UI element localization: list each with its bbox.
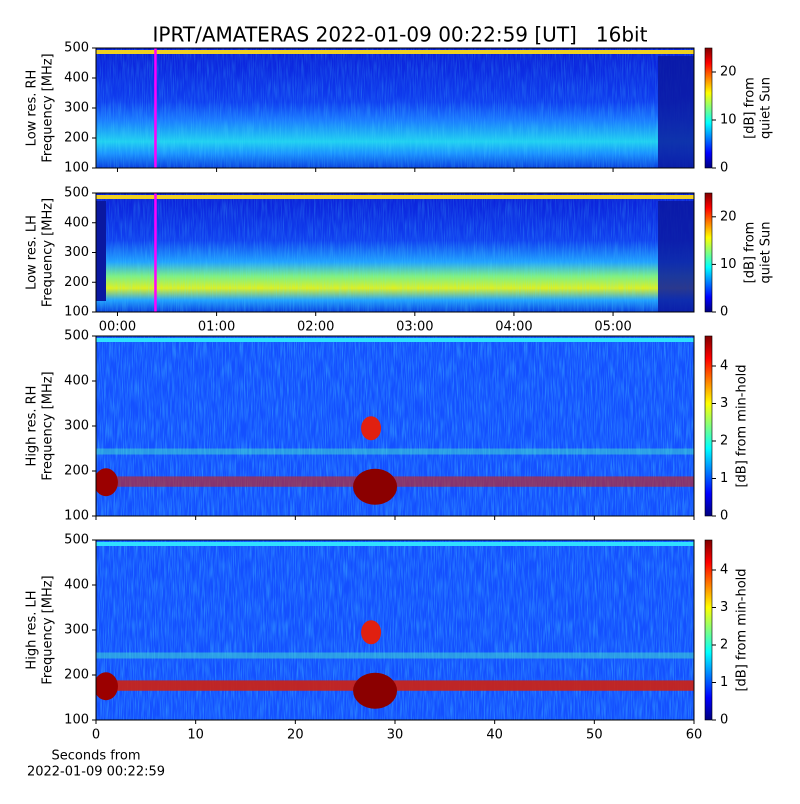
y-tick-label: 500 [64,329,89,344]
figure-title: IPRT/AMATERAS 2022-01-09 00:22:59 [UT] 1… [153,23,648,47]
colorbar-tick-label: 10 [720,257,737,272]
y-axis-label: Frequency [MHz] [41,198,56,307]
colorbar-tick-label: 10 [720,113,737,128]
x-tick-label: 01:00 [198,320,235,335]
spectrogram-burst [353,672,398,709]
colorbar-label: [dB] from [743,77,758,139]
spectrogram-top-band [96,338,694,342]
x-tick-label: 10 [187,728,204,743]
colorbar-label: quiet Sun [759,221,774,283]
y-tick-label: 400 [64,578,89,593]
spectrogram-top-band [96,542,694,546]
y-tick-label: 500 [64,41,89,56]
colorbar-label: [dB] from min-hold [735,364,750,487]
y-tick-label: 100 [64,509,89,524]
colorbar-label: [dB] from [743,222,758,284]
y-tick-label: 200 [64,464,89,479]
panel: 100 200 300 400 500 High res. RH Frequency [MH… [25,329,750,524]
spectrogram [96,540,694,720]
y-axis-label: High res. RH [25,386,40,467]
y-axis-label: Low res. RH [25,70,40,147]
y-tick-label: 500 [64,186,89,201]
x-tick-label: 04:00 [495,320,532,335]
y-axis-label: High res. LH [25,590,40,669]
x-tick-label: 05:00 [594,320,631,335]
colorbar-tick-label: 20 [720,65,737,80]
y-tick-label: 300 [64,101,89,116]
y-tick-label: 400 [64,374,89,389]
spectrogram [96,193,694,312]
x-axis-label: Seconds from [51,749,140,764]
x-tick-label: 00:00 [99,320,136,335]
y-axis-label: Low res. LH [25,215,40,290]
colorbar-tick-label: 3 [720,600,728,615]
colorbar-tick-label: 4 [720,359,728,374]
spectrogram-top-band [96,195,694,199]
y-tick-label: 100 [64,161,89,176]
x-tick-label: 60 [686,728,703,743]
x-tick-label: 0 [92,728,100,743]
colorbar-tick-label: 2 [720,638,728,653]
spectrogram [96,336,694,516]
colorbar-tick-label: 1 [720,675,728,690]
colorbar-tick-label: 0 [720,305,728,320]
y-axis-label: Frequency [MHz] [41,53,56,162]
colorbar [704,539,713,721]
spectrogram-burst [96,468,118,497]
y-tick-label: 100 [64,305,89,320]
y-tick-label: 200 [64,131,89,146]
y-tick-label: 100 [64,713,89,728]
colorbar [704,192,713,313]
y-tick-label: 300 [64,245,89,260]
colorbar-label: [dB] from min-hold [735,568,750,691]
y-tick-label: 300 [64,419,89,434]
spectrogram-noise [96,193,694,312]
colorbar-tick-label: 2 [720,434,728,449]
y-tick-label: 300 [64,623,89,638]
colorbar-tick-label: 0 [720,161,728,176]
x-tick-label: 40 [486,728,503,743]
spectrogram-top-band [96,50,694,54]
y-axis-label: Frequency [MHz] [41,371,56,480]
colorbar-label: quiet Sun [759,77,774,139]
spectrogram-burst [96,672,118,701]
x-tick-label: 20 [287,728,304,743]
x-axis-label: 2022-01-09 00:22:59 [27,765,165,780]
y-tick-label: 200 [64,668,89,683]
spectrogram-band [96,448,694,455]
colorbar [704,335,713,517]
x-tick-label: 02:00 [297,320,334,335]
colorbar-tick-label: 4 [720,563,728,578]
spectrogram-burst [361,620,382,645]
y-axis-label: Frequency [MHz] [41,575,56,684]
x-tick-label: 03:00 [396,320,433,335]
spectrogram-noise [96,48,694,168]
spectrogram [96,48,694,168]
spectrogram-burst [361,416,382,441]
y-tick-label: 500 [64,533,89,548]
spectrogram-edge [658,56,694,168]
colorbar-tick-label: 0 [720,509,728,524]
y-tick-label: 200 [64,275,89,290]
colorbar [704,47,713,169]
x-tick-label: 30 [387,728,404,743]
x-tick-label: 50 [586,728,603,743]
spectrogram-burst [353,468,398,505]
colorbar-tick-label: 3 [720,396,728,411]
spectrogram-band [96,652,694,659]
colorbar-tick-label: 20 [720,209,737,224]
y-tick-label: 400 [64,215,89,230]
spectrogram-edge [658,201,694,312]
y-tick-label: 400 [64,71,89,86]
spectrogram-edge [96,201,106,301]
colorbar-tick-label: 0 [720,713,728,728]
colorbar-tick-label: 1 [720,471,728,486]
